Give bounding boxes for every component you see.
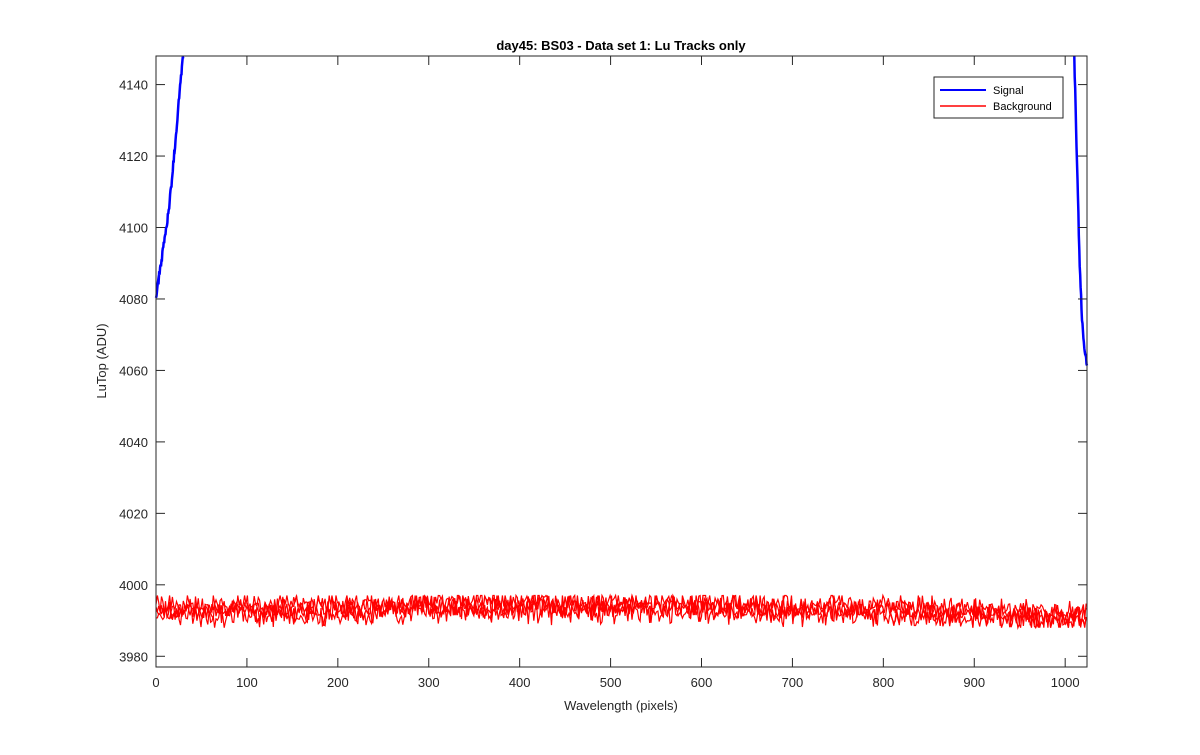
chart-title: day45: BS03 - Data set 1: Lu Tracks only	[496, 38, 746, 53]
x-tick-label: 0	[152, 675, 159, 690]
signal-trace-right	[1073, 55, 1089, 366]
y-axis: 3980 4000 4020 4040 4060 4080 4100 4120 4140	[119, 78, 1087, 664]
x-tick-label: 100	[236, 675, 258, 690]
x-tick-label: 1000	[1051, 675, 1080, 690]
data-layer	[154, 55, 1089, 630]
plot-area	[156, 56, 1087, 667]
legend: Signal Background	[933, 76, 1064, 119]
x-tick-label: 300	[418, 675, 440, 690]
y-tick-label: 4080	[119, 292, 148, 307]
x-tick-label: 500	[600, 675, 622, 690]
y-tick-label: 4060	[119, 363, 148, 378]
plot-frame	[155, 55, 1088, 668]
background-trace	[155, 593, 1087, 622]
legend-box	[933, 76, 1064, 119]
x-tick-label: 800	[872, 675, 894, 690]
y-tick-label: 3980	[119, 649, 148, 664]
x-axis-label: Wavelength (pixels)	[564, 698, 678, 713]
x-tick-label: 900	[963, 675, 985, 690]
x-tick-label: 600	[691, 675, 713, 690]
y-tick-label: 4100	[119, 221, 148, 236]
y-tick-label: 4120	[119, 149, 148, 164]
legend-background-label: Background	[993, 101, 1052, 113]
y-axis-label: LuTop (ADU)	[94, 323, 109, 398]
signal-trace-left	[154, 56, 185, 299]
y-tick-label: 4020	[119, 506, 148, 521]
y-tick-label: 4140	[119, 78, 148, 93]
y-tick-label: 4000	[119, 578, 148, 593]
x-tick-label: 400	[509, 675, 531, 690]
x-tick-label: 200	[327, 675, 349, 690]
x-tick-label: 700	[782, 675, 804, 690]
legend-signal-label: Signal	[993, 85, 1024, 97]
x-axis: 0 100 200 300 400 500 600 700 800 900 1000	[152, 56, 1080, 690]
y-tick-label: 4040	[119, 435, 148, 450]
